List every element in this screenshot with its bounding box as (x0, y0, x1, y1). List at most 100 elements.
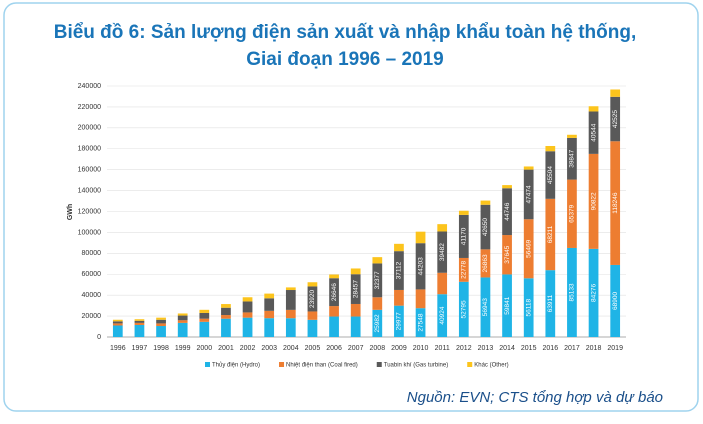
bar-segment (502, 188, 512, 236)
bar-segment (437, 272, 448, 295)
value-label: 22778 (461, 260, 468, 278)
bar-segment (199, 312, 210, 319)
bar-segment (523, 219, 534, 279)
legend-swatch (376, 362, 382, 367)
x-tick-label: 2013 (478, 345, 494, 352)
bar-segment (415, 308, 426, 337)
bar-segment (545, 198, 556, 271)
bar-segment (458, 214, 469, 258)
x-tick-label: 2000 (197, 345, 213, 352)
x-tick-label: 2001 (218, 345, 234, 352)
bar-segment (372, 309, 383, 337)
x-tick-label: 2011 (435, 345, 450, 352)
bar-segment (329, 274, 339, 279)
value-label: 44746 (504, 202, 511, 220)
value-label: 68900 (612, 292, 619, 310)
bar-segment (437, 224, 448, 232)
bar-segment (502, 235, 512, 275)
y-axis-label: GWh (67, 204, 74, 220)
value-label: 56469 (525, 239, 532, 257)
y-tick-label: 20000 (82, 313, 102, 320)
bar-segment (156, 317, 166, 320)
value-label: 42650 (482, 218, 489, 236)
bar-segment (394, 251, 404, 290)
value-label: 118246 (612, 192, 619, 214)
bar-segment (264, 310, 275, 319)
bar-segment (567, 179, 577, 248)
legend-swatch (279, 362, 285, 367)
bar-segment (242, 297, 253, 302)
bar-segment (480, 249, 491, 278)
value-label: 28457 (352, 280, 359, 298)
x-tick-label: 2004 (283, 345, 299, 352)
bar-segment (264, 293, 275, 299)
chart-title: Biểu đồ 6: Sản lượng điện sản xuất và nh… (54, 22, 637, 43)
bar-segment (134, 324, 145, 337)
bar-segment (221, 307, 231, 316)
bar-segment (177, 313, 188, 316)
bar-segment (588, 153, 599, 249)
bar-segment (221, 318, 231, 337)
value-label: 40544 (590, 123, 597, 141)
bar-segment (156, 319, 166, 324)
value-label: 56118 (525, 298, 532, 316)
bar-segment (329, 278, 339, 307)
bar-segment (350, 303, 361, 317)
bar-segment (610, 96, 621, 142)
x-tick-label: 1997 (132, 345, 148, 352)
bar-segment (307, 319, 318, 337)
value-label: 23920 (309, 290, 316, 308)
value-label: 37645 (504, 245, 511, 263)
x-tick-label: 2015 (521, 345, 537, 352)
bar-segment (394, 305, 404, 337)
y-tick-label: 80000 (82, 250, 102, 257)
value-label: 26863 (482, 254, 489, 272)
bar-segment (329, 316, 339, 337)
bar-segment (415, 289, 426, 309)
bar-segment (545, 146, 556, 152)
bar-segment (199, 309, 210, 313)
bar-segment (112, 319, 123, 322)
bar-segment (242, 312, 253, 318)
legend-swatch (205, 362, 210, 367)
bar-segment (610, 89, 621, 97)
value-label: 65379 (569, 204, 576, 222)
value-label: 56943 (482, 298, 489, 316)
bar-segment (372, 257, 383, 264)
bar-segment (112, 321, 123, 324)
bar-segment (415, 243, 426, 290)
bar-segment (156, 323, 166, 327)
bar-segment (567, 134, 577, 138)
value-label: 25982 (374, 314, 381, 332)
bar-segment (545, 270, 556, 337)
bar-segment (329, 306, 339, 317)
y-tick-label: 180000 (78, 146, 101, 153)
y-tick-label: 140000 (78, 187, 101, 194)
x-tick-label: 2016 (543, 345, 559, 352)
bar-segment (134, 322, 145, 325)
bar-segment (285, 290, 296, 310)
bar-segment (350, 268, 361, 275)
bar-segment (567, 137, 577, 180)
bar-segment (394, 243, 404, 252)
bar-segment (437, 231, 448, 273)
bar-segment (588, 248, 599, 337)
bar-segment (242, 301, 253, 313)
bar-segment (502, 274, 512, 337)
bar-segment (394, 289, 404, 306)
bar-segment (177, 322, 188, 337)
bar-segment (480, 277, 491, 337)
bar-segment (350, 316, 361, 337)
bar-segment (134, 320, 145, 323)
x-tick-label: 1998 (153, 345, 169, 352)
x-tick-label: 2009 (391, 345, 407, 352)
bar-segment (112, 325, 123, 337)
x-tick-label: 2005 (305, 345, 321, 352)
bar-segment (264, 298, 275, 311)
bar-segment (588, 111, 599, 154)
bar-segment (480, 204, 491, 250)
y-tick-label: 240000 (78, 83, 101, 90)
x-tick-label: 2012 (456, 345, 472, 352)
bar-segment (502, 185, 512, 189)
